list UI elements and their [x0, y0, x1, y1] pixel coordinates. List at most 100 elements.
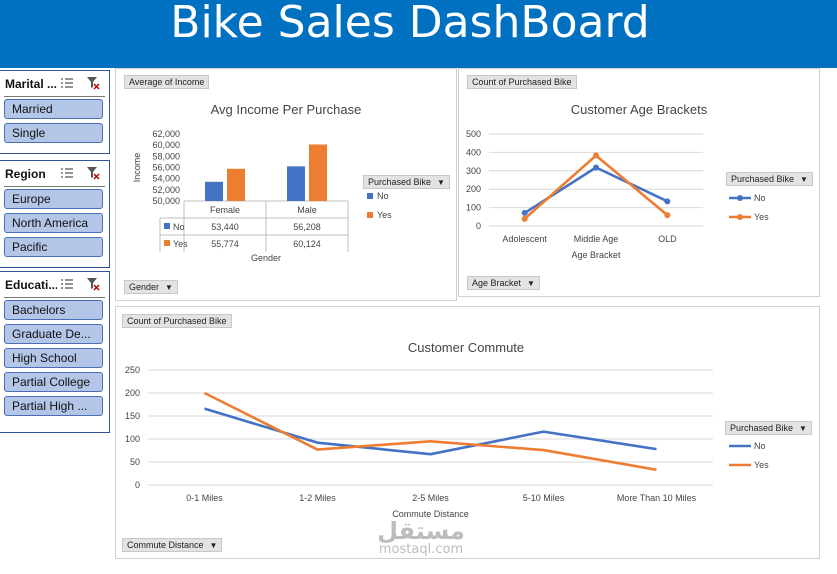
slicer-marital-status: Marital ... Married Single: [0, 70, 110, 154]
y-tick-label: 200: [466, 184, 481, 194]
clear-filter-icon[interactable]: [86, 166, 100, 180]
y-tick-label: 50: [130, 457, 140, 467]
slicer-item-north-america[interactable]: North America: [4, 213, 103, 233]
legend-marker: [737, 214, 743, 220]
axis-field-button[interactable]: Gender ▼: [124, 280, 178, 294]
x-axis-title: Commute Distance: [392, 509, 469, 519]
dropdown-arrow-icon: ▼: [799, 424, 807, 433]
x-tick-label: OLD: [658, 234, 677, 244]
value-field-button[interactable]: Average of Income: [124, 75, 210, 89]
axis-field-button[interactable]: Age Bracket ▼: [467, 276, 540, 290]
slicer-divider: [4, 297, 105, 298]
y-tick-label: 60,000: [152, 140, 180, 150]
legend-label: Yes: [377, 210, 392, 220]
age-chart-svg: 500 400 300 200 100 0 Adolescent Middle Age OLD A…: [466, 129, 769, 260]
data-point: [593, 164, 599, 171]
slicer-title: Marital ...: [5, 77, 57, 91]
data-point: [521, 209, 528, 216]
dashboard-title: Bike Sales DashBoard: [170, 0, 650, 48]
category-label: Female: [210, 205, 240, 215]
multi-select-icon[interactable]: [60, 76, 74, 90]
data-label: 56,208: [293, 222, 321, 232]
slicer-item-pacific[interactable]: Pacific: [4, 237, 103, 257]
y-tick-label: 100: [125, 434, 140, 444]
legend-label: No: [377, 191, 389, 201]
slicer-region: Region Europe North America Pacific: [0, 160, 110, 268]
slicer-title: Educati...: [5, 278, 57, 292]
y-tick-label: 0: [476, 221, 481, 231]
slicer-item-bachelors[interactable]: Bachelors: [4, 300, 103, 320]
y-tick-label: 150: [125, 411, 140, 421]
table-legend-key: [164, 240, 170, 246]
data-point: [521, 215, 528, 222]
chart-title: Customer Age Brackets: [570, 102, 708, 117]
y-tick-label: 100: [466, 203, 481, 213]
x-tick-label: 2-5 Miles: [412, 493, 449, 503]
slicer-education: Educati... Bachelors Graduate De... High…: [0, 271, 110, 433]
y-tick-label: 250: [125, 365, 140, 375]
data-point: [664, 198, 671, 205]
legend-marker: [737, 195, 743, 201]
dropdown-arrow-icon: ▼: [527, 279, 535, 288]
legend-field-label: Purchased Bike: [368, 177, 432, 187]
legend-field-label: Purchased Bike: [730, 423, 794, 433]
watermark-logo: مستقل mostaql.com: [366, 519, 476, 557]
slicer-divider: [4, 96, 105, 97]
x-tick-label: 5-10 Miles: [523, 493, 565, 503]
legend-label: No: [754, 193, 766, 203]
multi-select-icon[interactable]: [60, 277, 74, 291]
legend-field-label: Purchased Bike: [731, 174, 795, 184]
data-point: [664, 212, 671, 219]
legend-label: No: [754, 441, 766, 451]
dropdown-arrow-icon: ▼: [165, 283, 173, 292]
x-axis-title: Gender: [251, 253, 281, 263]
axis-field-label: Age Bracket: [472, 278, 522, 288]
bar: [227, 168, 245, 201]
y-tick-label: 300: [466, 166, 481, 176]
slicer-item-partial-college[interactable]: Partial College: [4, 372, 103, 392]
x-tick-label: More Than 10 Miles: [617, 493, 697, 503]
x-tick-label: Adolescent: [502, 234, 547, 244]
slicer-item-europe[interactable]: Europe: [4, 189, 103, 209]
clear-filter-icon[interactable]: [86, 277, 100, 291]
slicer-item-single[interactable]: Single: [4, 123, 103, 143]
legend-field-button[interactable]: Purchased Bike ▼: [363, 175, 450, 189]
value-field-button[interactable]: Count of Purchased Bike: [122, 314, 232, 328]
dropdown-arrow-icon: ▼: [800, 175, 808, 184]
y-tick-label: 52,000: [152, 185, 180, 195]
dropdown-arrow-icon: ▼: [437, 178, 445, 187]
bar: [205, 181, 223, 201]
data-label: 55,774: [211, 239, 239, 249]
y-tick-label: 56,000: [152, 163, 180, 173]
multi-select-icon[interactable]: [60, 166, 74, 180]
data-point: [593, 152, 599, 159]
table-series-name: Yes: [173, 239, 188, 249]
slicer-header: Educati...: [0, 272, 109, 298]
slicer-item-high-school[interactable]: High School: [4, 348, 103, 368]
chart-title: Avg Income Per Purchase: [210, 102, 362, 117]
legend-key: [367, 212, 373, 218]
legend-key: [367, 193, 373, 199]
legend-field-button[interactable]: Purchased Bike ▼: [725, 421, 812, 435]
watermark-arabic: مستقل: [377, 517, 465, 545]
y-tick-label: 54,000: [152, 174, 180, 184]
panel-age-brackets: Count of Purchased Bike Customer Age Bra…: [458, 68, 820, 297]
value-field-button[interactable]: Count of Purchased Bike: [467, 75, 577, 89]
watermark-latin: mostaql.com: [378, 542, 464, 557]
bar: [309, 144, 327, 201]
axis-field-label: Commute Distance: [127, 540, 204, 550]
y-tick-label: 0: [135, 480, 140, 490]
series-line: [523, 166, 668, 215]
slicer-title: Region: [5, 167, 46, 181]
slicer-item-married[interactable]: Married: [4, 99, 103, 119]
axis-field-button[interactable]: Commute Distance ▼: [122, 538, 223, 552]
slicer-item-partial-high-school[interactable]: Partial High ...: [4, 396, 103, 416]
slicer-item-graduate-degree[interactable]: Graduate De...: [4, 324, 103, 344]
clear-filter-icon[interactable]: [86, 76, 100, 90]
legend-field-button[interactable]: Purchased Bike ▼: [726, 172, 813, 186]
axis-field-label: Gender: [129, 282, 160, 292]
bar: [287, 166, 305, 201]
x-tick-label: 0-1 Miles: [186, 493, 223, 503]
y-axis-title: Income: [132, 153, 142, 183]
